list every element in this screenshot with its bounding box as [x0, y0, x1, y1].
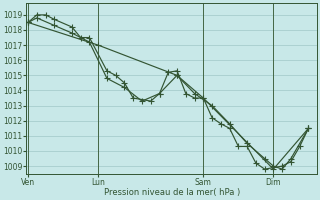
X-axis label: Pression niveau de la mer( hPa ): Pression niveau de la mer( hPa ) — [104, 188, 240, 197]
